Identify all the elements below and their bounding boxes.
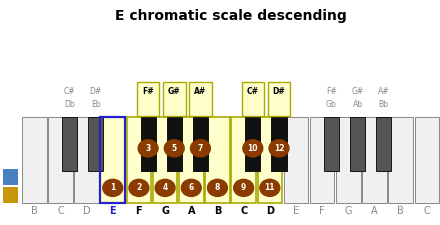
Bar [336, 117, 361, 202]
Circle shape [164, 140, 184, 157]
Bar [167, 117, 182, 171]
Text: D#: D# [273, 87, 286, 96]
Text: D: D [83, 206, 90, 216]
Text: Gb: Gb [326, 100, 337, 109]
Text: F: F [136, 206, 142, 216]
Text: G#: G# [168, 87, 180, 96]
Text: 9: 9 [241, 183, 246, 192]
Text: A: A [187, 206, 195, 216]
FancyBboxPatch shape [137, 82, 159, 116]
Circle shape [191, 140, 210, 157]
Text: F: F [319, 206, 325, 216]
FancyBboxPatch shape [268, 82, 290, 116]
Bar [153, 117, 177, 202]
Bar [48, 117, 73, 202]
Text: G: G [345, 206, 352, 216]
Text: 11: 11 [264, 183, 275, 192]
Text: B: B [397, 206, 404, 216]
Bar [362, 117, 387, 202]
Bar [100, 117, 125, 202]
Text: 7: 7 [198, 144, 203, 153]
Text: C: C [424, 206, 430, 216]
Text: D: D [266, 206, 274, 216]
Text: E chromatic scale descending: E chromatic scale descending [115, 9, 346, 23]
Text: 6: 6 [189, 183, 194, 192]
Bar [350, 117, 365, 171]
Bar [3, 187, 18, 202]
Circle shape [138, 140, 158, 157]
Bar [310, 117, 334, 202]
Text: A: A [371, 206, 378, 216]
FancyBboxPatch shape [163, 82, 186, 116]
Circle shape [243, 140, 263, 157]
Bar [74, 117, 99, 202]
Text: C#: C# [64, 87, 75, 96]
Circle shape [260, 179, 280, 196]
Bar [140, 117, 156, 171]
Text: C#: C# [247, 87, 259, 96]
Text: D#: D# [90, 87, 102, 96]
Text: 1: 1 [110, 183, 115, 192]
Bar [324, 117, 339, 171]
Text: F#: F# [142, 87, 154, 96]
Bar [22, 117, 47, 202]
Text: 4: 4 [162, 183, 168, 192]
Text: G#: G# [352, 87, 363, 96]
Bar [376, 117, 391, 171]
Circle shape [234, 179, 253, 196]
Circle shape [181, 179, 201, 196]
Text: Bb: Bb [379, 100, 389, 109]
Text: 3: 3 [146, 144, 151, 153]
Text: E: E [293, 206, 299, 216]
Bar [271, 117, 286, 171]
Circle shape [208, 179, 227, 196]
Circle shape [155, 179, 175, 196]
FancyBboxPatch shape [242, 82, 264, 116]
Text: C: C [240, 206, 247, 216]
Bar [127, 117, 151, 202]
Bar [62, 117, 77, 171]
Circle shape [103, 179, 123, 196]
Text: basicmusictheory.com: basicmusictheory.com [8, 83, 13, 142]
Bar [414, 117, 439, 202]
Text: F#: F# [326, 87, 337, 96]
Text: B: B [214, 206, 221, 216]
Bar [389, 117, 413, 202]
Circle shape [269, 140, 289, 157]
Text: Eb: Eb [91, 100, 101, 109]
Text: A#: A# [194, 87, 206, 96]
Text: 10: 10 [248, 144, 258, 153]
Text: E: E [110, 206, 116, 216]
Bar [257, 117, 282, 202]
Text: 8: 8 [215, 183, 220, 192]
Text: G: G [161, 206, 169, 216]
Text: 5: 5 [172, 144, 177, 153]
Text: C: C [57, 206, 64, 216]
Bar [205, 117, 230, 202]
Text: A#: A# [378, 87, 389, 96]
Bar [100, 117, 125, 202]
Text: Ab: Ab [352, 100, 363, 109]
Bar [179, 117, 204, 202]
FancyBboxPatch shape [189, 82, 212, 116]
Text: Db: Db [64, 100, 75, 109]
Text: 12: 12 [274, 144, 284, 153]
Bar [245, 117, 260, 171]
Circle shape [129, 179, 149, 196]
Text: 2: 2 [136, 183, 142, 192]
Bar [88, 117, 103, 171]
Bar [3, 169, 18, 184]
Bar [193, 117, 208, 171]
Text: B: B [31, 206, 37, 216]
Bar [284, 117, 308, 202]
Bar [231, 117, 256, 202]
